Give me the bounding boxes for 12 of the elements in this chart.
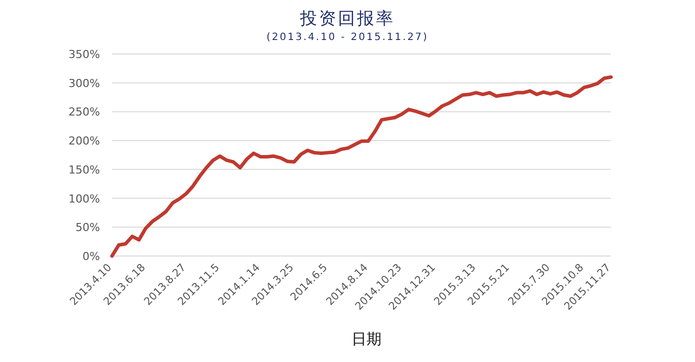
y-tick-label: 100% (68, 192, 100, 206)
line-series (110, 75, 613, 258)
y-tick-label: 350% (68, 48, 100, 61)
y-tick-label: 50% (76, 221, 100, 234)
y-tick-label: 300% (68, 76, 100, 90)
chart-title: 投资回报率 (299, 9, 395, 29)
y-tick-label: 200% (68, 134, 100, 148)
x-axis-title: 日期 (352, 330, 382, 348)
chart-subtitle: (2013.4.10 - 2015.11.27) (266, 32, 428, 43)
y-tick-label: 150% (68, 163, 100, 176)
y-tick-label: 0% (82, 250, 100, 263)
y-tick-label: 250% (68, 106, 100, 119)
